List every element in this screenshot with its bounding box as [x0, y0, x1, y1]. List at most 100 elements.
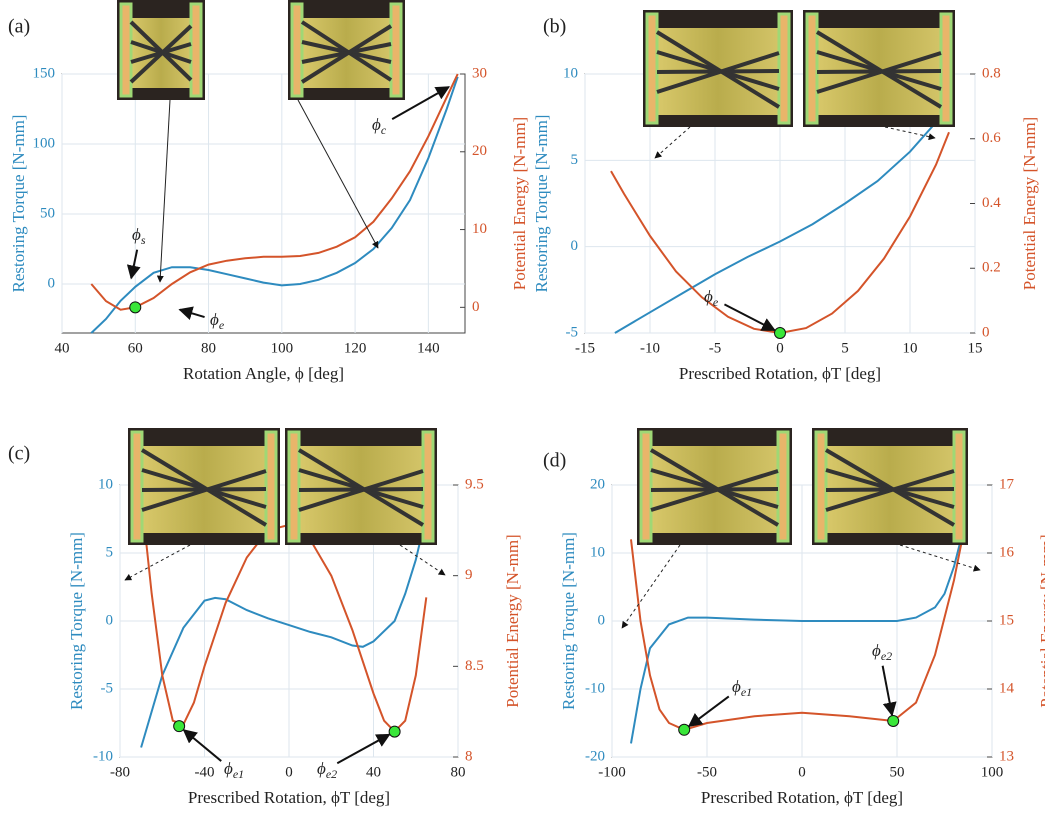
- annotation-sub: c: [381, 123, 387, 137]
- photo: [285, 428, 437, 545]
- y2-tick-label: 9.5: [465, 476, 484, 492]
- series-line: [140, 514, 428, 748]
- y2-axis-label: Potential Energy [N-mm]: [1020, 117, 1039, 290]
- photo-frame: [290, 2, 304, 98]
- photo-frame: [805, 12, 819, 125]
- annotation-symbol: ϕ: [872, 641, 881, 660]
- x-tick-label: 10: [903, 340, 918, 356]
- photo-frame: [130, 430, 144, 543]
- x-tick-label: 140: [417, 340, 440, 356]
- x-tick-label: 40: [55, 340, 70, 356]
- y-tick-label: 100: [33, 135, 56, 151]
- y2-tick-label: 0: [472, 299, 480, 315]
- panel-label: (c): [8, 443, 30, 465]
- x-tick-label: -100: [598, 764, 626, 780]
- x-tick-label: 120: [344, 340, 367, 356]
- y2-axis-label: Potential Energy [N-mm]: [503, 534, 522, 707]
- equilibrium-point: [129, 301, 142, 314]
- y2-tick-label: 10: [472, 221, 487, 237]
- y2-tick-label: 0.2: [982, 260, 1001, 276]
- y-tick-label: 20: [590, 476, 605, 492]
- series-line: [90, 76, 459, 334]
- y2-tick-label: 16: [999, 544, 1015, 560]
- photo-frame: [119, 2, 133, 98]
- photo: [637, 428, 792, 545]
- y-axis-label: Restoring Torque [N-mm]: [532, 115, 551, 293]
- annotation-arrow: [391, 86, 450, 120]
- y-tick-label: 50: [40, 205, 55, 221]
- photo-strut: [141, 469, 267, 512]
- annotation-symbol: ϕ: [224, 759, 233, 778]
- y-tick-label: 150: [33, 65, 56, 81]
- y-axis-label: Restoring Torque [N-mm]: [67, 532, 86, 710]
- annotation-symbol: ϕ: [372, 115, 381, 134]
- y2-tick-label: 30: [472, 65, 487, 81]
- photo-frame: [189, 2, 203, 98]
- photo-frame: [287, 430, 301, 543]
- photo-frame: [952, 430, 966, 543]
- photo-link: [621, 544, 681, 629]
- equilibrium-point: [388, 725, 401, 738]
- photo-strut: [825, 469, 955, 512]
- x-tick-label: 0: [798, 764, 806, 780]
- y2-tick-label: 0.8: [982, 65, 1001, 81]
- annotation-symbol: ϕ: [704, 287, 713, 306]
- y-axis-label: Restoring Torque [N-mm]: [559, 532, 578, 710]
- x-tick-label: -5: [709, 340, 722, 356]
- y2-tick-label: 0.6: [982, 130, 1001, 146]
- photo-link: [654, 126, 691, 159]
- y2-axis-label: Potential Energy [N-mm]: [1037, 534, 1045, 707]
- photo: [643, 10, 793, 127]
- y-tick-label: 10: [98, 476, 113, 492]
- annotation: ϕe2: [872, 641, 892, 663]
- photo-frame: [645, 12, 659, 125]
- annotation-symbol: ϕ: [210, 310, 219, 329]
- panel-label: (d): [543, 450, 566, 472]
- y-tick-label: -5: [101, 680, 114, 696]
- y-tick-label: 10: [563, 65, 578, 81]
- photo-frame: [777, 12, 791, 125]
- y-tick-label: 0: [48, 275, 56, 291]
- annotation-arrow: [723, 303, 776, 332]
- y2-tick-label: 8: [465, 748, 473, 764]
- y2-tick-label: 0.4: [982, 195, 1001, 211]
- photo-link: [899, 544, 981, 572]
- x-tick-label: 0: [285, 764, 293, 780]
- y2-tick-label: 9: [465, 567, 473, 583]
- annotation-symbol: ϕ: [317, 759, 326, 778]
- x-tick-label: 80: [451, 764, 466, 780]
- x-tick-label: 0: [776, 340, 784, 356]
- annotation-arrow: [336, 733, 391, 765]
- annotation-arrow: [126, 249, 141, 280]
- photo-frame: [639, 430, 653, 543]
- y2-tick-label: 0: [982, 324, 990, 340]
- photo-link: [156, 99, 171, 283]
- y-axis-label: Restoring Torque [N-mm]: [9, 115, 28, 293]
- annotation-sub: e: [219, 318, 225, 332]
- annotation-symbol: ϕ: [132, 225, 141, 244]
- annotation-sub: e2: [326, 767, 337, 781]
- photo-frame: [389, 2, 403, 98]
- y2-tick-label: 20: [472, 143, 487, 159]
- y-tick-label: -20: [585, 748, 605, 764]
- x-tick-label: -50: [697, 764, 717, 780]
- y2-tick-label: 14: [999, 680, 1015, 696]
- y-tick-label: -10: [585, 680, 605, 696]
- panel-label: (a): [8, 16, 30, 38]
- x-axis-label: Rotation Angle, ϕ [deg]: [183, 364, 344, 383]
- photo: [803, 10, 955, 127]
- y2-tick-label: 17: [999, 476, 1015, 492]
- y-tick-label: 0: [571, 238, 579, 254]
- annotation: ϕe1: [224, 759, 244, 781]
- annotation: ϕe2: [317, 759, 337, 781]
- photo-strut: [650, 469, 779, 512]
- annotation: ϕe: [210, 310, 225, 332]
- x-tick-label: 100: [981, 764, 1004, 780]
- x-axis-label: Prescribed Rotation, ϕT [deg]: [701, 788, 903, 807]
- photo-frame: [264, 430, 278, 543]
- annotation: ϕs: [132, 225, 146, 247]
- equilibrium-point: [887, 714, 900, 727]
- y-tick-label: 5: [106, 544, 114, 560]
- photo-frame: [814, 430, 828, 543]
- equilibrium-point: [173, 720, 186, 733]
